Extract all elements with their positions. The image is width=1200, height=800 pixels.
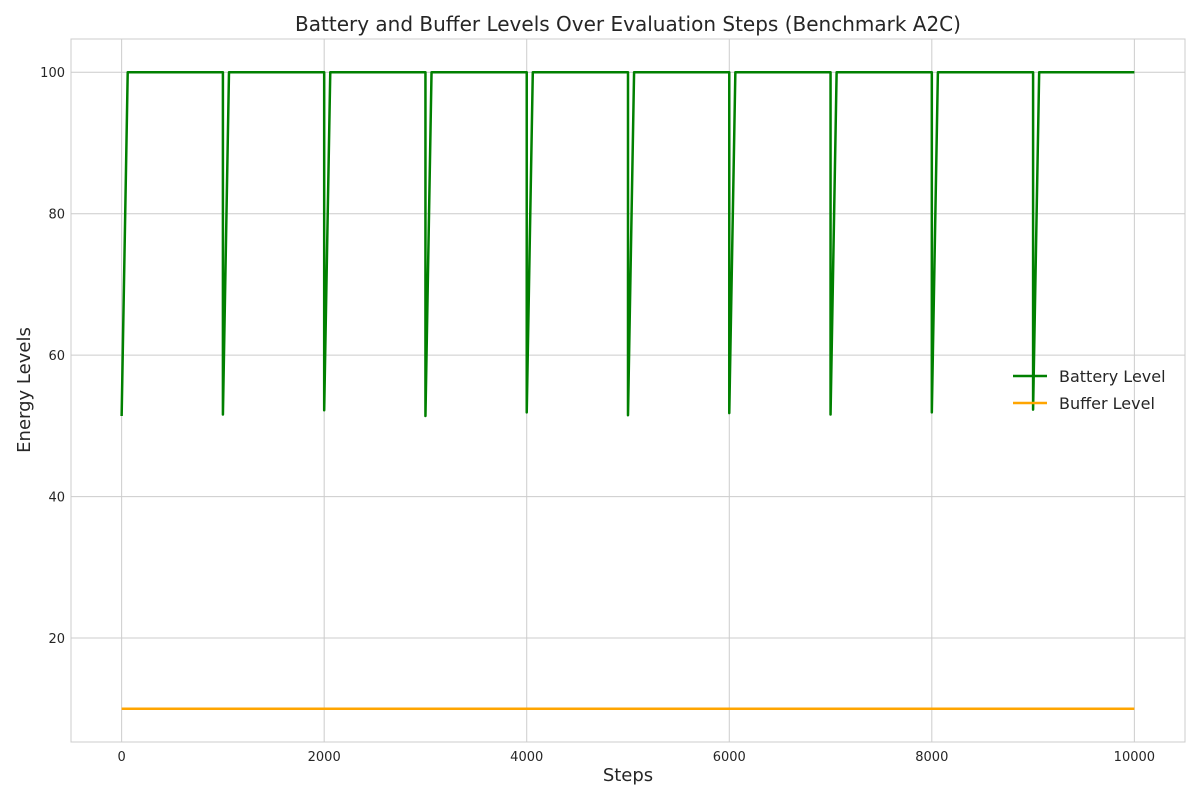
series-layer [120, 70, 1135, 711]
y-tick-label: 40 [48, 491, 65, 506]
y-tick-label: 20 [48, 632, 65, 647]
x-tick-label: 2000 [308, 750, 341, 765]
y-tick-label: 80 [48, 208, 65, 223]
y-tick-label: 100 [40, 66, 65, 81]
tick-labels: 0 2000 4000 6000 8000 10000 20 40 60 80 100 [40, 66, 1155, 765]
legend-label-buffer: Buffer Level [1059, 394, 1155, 413]
x-tick-label: 0 [117, 750, 125, 765]
battery-level-line [120, 70, 1135, 418]
x-tick-label: 6000 [713, 750, 746, 765]
legend: Battery Level Buffer Level [1013, 367, 1166, 413]
y-tick-label: 60 [48, 349, 65, 364]
x-tick-label: 10000 [1114, 750, 1155, 765]
legend-label-battery: Battery Level [1059, 367, 1166, 386]
x-tick-label: 4000 [510, 750, 543, 765]
chart-title: Battery and Buffer Levels Over Evaluatio… [295, 12, 961, 36]
plot-frame [70, 38, 1186, 743]
y-axis-label: Energy Levels [14, 327, 35, 453]
x-tick-label: 8000 [915, 750, 948, 765]
x-axis-label: Steps [603, 765, 653, 786]
